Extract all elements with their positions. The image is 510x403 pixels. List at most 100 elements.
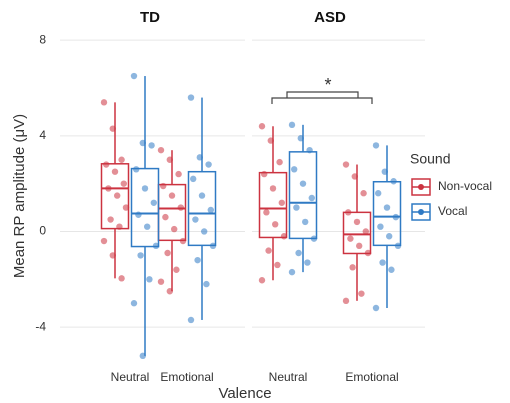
- data-point: [144, 223, 151, 230]
- data-point: [353, 218, 361, 226]
- legend-label: Non-vocal: [438, 179, 492, 193]
- data-point: [295, 249, 302, 257]
- y-axis-label: Mean RP amplitude (μV): [11, 114, 28, 278]
- data-point: [356, 242, 363, 250]
- data-point: [269, 185, 277, 192]
- data-point: [118, 275, 125, 282]
- data-point: [157, 278, 165, 285]
- data-point: [187, 316, 195, 324]
- data-point: [150, 199, 157, 206]
- data-point: [258, 123, 266, 130]
- data-point: [347, 235, 354, 242]
- data-point: [118, 156, 125, 163]
- data-point: [299, 180, 307, 187]
- data-point: [146, 276, 153, 283]
- data-point: [274, 261, 281, 269]
- data-point: [291, 166, 298, 173]
- data-point: [162, 213, 169, 221]
- y-tick-label: -4: [35, 319, 46, 333]
- x-axis-label: Valence: [218, 385, 271, 402]
- data-point: [293, 204, 300, 211]
- y-tick-label: 8: [39, 32, 46, 46]
- data-point: [120, 180, 128, 187]
- data-point: [360, 190, 367, 197]
- data-point: [288, 121, 296, 129]
- y-tick-label: 0: [39, 224, 46, 238]
- data-point: [263, 209, 270, 216]
- data-point: [192, 216, 199, 223]
- data-point: [130, 72, 138, 80]
- facet-title: TD: [140, 9, 160, 26]
- data-point: [278, 199, 285, 206]
- data-point: [308, 194, 315, 202]
- data-point: [383, 204, 391, 211]
- data-point: [379, 259, 386, 266]
- data-point: [377, 223, 384, 230]
- data-point: [137, 252, 144, 259]
- data-point: [342, 161, 350, 168]
- data-point: [194, 256, 201, 264]
- annotation: *: [324, 75, 331, 95]
- data-point: [198, 192, 206, 199]
- box: [258, 171, 288, 239]
- data-point: [375, 190, 382, 197]
- data-point: [100, 99, 108, 106]
- data-point: [302, 218, 309, 226]
- data-point: [258, 277, 266, 284]
- x-tick-label: Neutral: [111, 370, 150, 384]
- data-point: [173, 266, 180, 273]
- data-point: [358, 290, 365, 297]
- legend-key: [418, 209, 424, 215]
- data-point: [362, 228, 369, 235]
- data-point: [175, 170, 182, 178]
- box: [342, 211, 372, 255]
- data-point: [168, 192, 176, 199]
- data-point: [164, 249, 171, 257]
- data-point: [372, 304, 380, 312]
- data-point: [388, 266, 395, 273]
- legend-title: Sound: [410, 151, 450, 167]
- data-point: [148, 142, 155, 149]
- data-point: [100, 237, 108, 245]
- data-point: [171, 225, 178, 233]
- data-point: [157, 146, 165, 154]
- data-point: [272, 221, 279, 228]
- data-point: [261, 170, 268, 178]
- legend-key: [418, 184, 424, 190]
- data-point: [201, 228, 208, 235]
- box: [187, 170, 217, 247]
- x-tick-label: Neutral: [269, 370, 308, 384]
- x-tick-label: Emotional: [345, 370, 398, 384]
- data-point: [141, 185, 149, 192]
- data-point: [111, 168, 119, 175]
- data-point: [130, 300, 138, 307]
- data-point: [205, 161, 212, 168]
- x-tick-label: Emotional: [160, 370, 213, 384]
- y-tick-label: 4: [39, 128, 46, 142]
- data-point: [114, 192, 121, 199]
- box: [100, 163, 130, 230]
- box: [372, 180, 402, 247]
- data-point: [160, 182, 167, 190]
- data-point: [386, 233, 393, 240]
- facet-title: ASD: [314, 9, 346, 26]
- data-point: [207, 206, 214, 214]
- data-point: [276, 158, 283, 166]
- data-point: [190, 175, 197, 183]
- data-point: [288, 268, 296, 276]
- data-point: [122, 204, 130, 211]
- data-point: [372, 142, 380, 149]
- significance-bracket: [271, 91, 373, 104]
- data-point: [187, 94, 195, 101]
- data-point: [304, 259, 311, 266]
- data-point: [349, 264, 356, 271]
- legend-label: Vocal: [438, 204, 467, 218]
- data-point: [107, 216, 114, 223]
- data-point: [342, 297, 350, 305]
- data-point: [135, 211, 142, 218]
- data-point: [203, 280, 210, 288]
- data-point: [265, 247, 272, 254]
- box: [130, 167, 160, 248]
- box: [288, 151, 318, 240]
